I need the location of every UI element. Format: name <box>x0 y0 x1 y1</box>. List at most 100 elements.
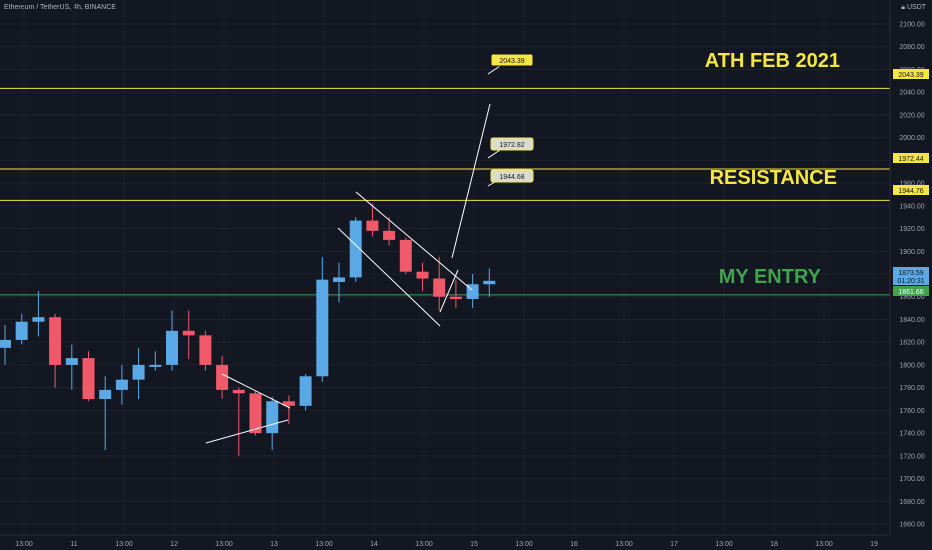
candle-body <box>182 330 195 336</box>
candle-body <box>166 330 178 365</box>
candle <box>416 262 429 292</box>
y-tick-label: 1660.00 <box>899 522 924 529</box>
callout-res2[interactable]: 1944.68 <box>490 169 534 183</box>
candle <box>483 268 496 297</box>
candle <box>149 351 162 371</box>
tag-current-price: 1873.59 <box>898 270 923 277</box>
x-tick-label: 13:00 <box>815 541 833 548</box>
entry-label[interactable]: MY ENTRY <box>719 266 822 288</box>
candle-body <box>383 230 396 240</box>
channel-lower-line <box>337 227 441 327</box>
candle-body <box>483 280 496 285</box>
tag-countdown: 01:20:31 <box>897 278 924 285</box>
x-tick-label: 13:00 <box>415 541 433 548</box>
currency-label[interactable]: 🔒︎ USDT <box>901 4 926 12</box>
y-tick-label: 1780.00 <box>899 385 924 392</box>
y-tick-label: 2000.00 <box>899 135 924 142</box>
tag-ath: 2043.39 <box>893 69 929 79</box>
x-tick-label: 13:00 <box>315 541 333 548</box>
y-tick-label: 1900.00 <box>899 249 924 256</box>
y-tick-label: 2080.00 <box>899 44 924 51</box>
x-tick-label: 13:00 <box>215 541 233 548</box>
x-tick-label: 13:00 <box>15 541 33 548</box>
tag-res1: 1972.44 <box>893 153 929 163</box>
callout-ath-text: 2043.39 <box>499 58 524 65</box>
candle-body <box>115 379 128 390</box>
breakout-line-low <box>439 269 459 313</box>
currency-text: USDT <box>906 4 926 11</box>
y-tick-label: 1860.00 <box>899 294 924 301</box>
candle <box>166 310 178 371</box>
triangle-lower-line <box>205 419 289 444</box>
x-tick-label: 12 <box>170 541 178 548</box>
candle <box>333 262 345 303</box>
y-tick-label: 1740.00 <box>899 431 924 438</box>
x-tick-label: 19 <box>870 541 878 548</box>
drawing-lines[interactable] <box>205 65 501 444</box>
tag-res2: 1944.76 <box>893 185 929 195</box>
candle <box>199 330 212 371</box>
x-tick-label: 14 <box>370 541 378 548</box>
candle-body <box>333 277 345 282</box>
callout-res2-text: 1944.68 <box>499 174 524 181</box>
candle-body <box>149 364 162 367</box>
y-tick-label: 1940.00 <box>899 203 924 210</box>
callout-res1-text: 1972.82 <box>499 142 524 149</box>
y-tick-label: 2020.00 <box>899 112 924 119</box>
svg-text:2043.39: 2043.39 <box>898 72 923 79</box>
candle-body <box>15 321 28 340</box>
candle-body <box>449 296 462 299</box>
candle-body <box>82 358 95 399</box>
candle <box>249 391 262 436</box>
candle <box>433 256 446 311</box>
time-axis[interactable]: 13:00 11 13:00 12 13:00 13 13:00 14 13:00 15 13:00… <box>15 541 878 548</box>
x-tick-label: 13:00 <box>615 541 633 548</box>
candle <box>132 347 145 399</box>
svg-text:1972.44: 1972.44 <box>898 156 923 163</box>
price-tags: 2043.39 1972.44 1944.76 1873.59 01:20:31… <box>893 69 929 296</box>
x-tick-label: 18 <box>770 541 778 548</box>
candle-body <box>433 278 446 297</box>
x-tick-label: 13:00 <box>115 541 133 548</box>
y-tick-label: 1800.00 <box>899 362 924 369</box>
callout-ath[interactable]: 2043.39 <box>490 53 534 67</box>
candle <box>15 313 28 345</box>
callout-pointer-2 <box>487 149 501 159</box>
ath-label[interactable]: ATH FEB 2021 <box>705 50 840 72</box>
breakout-line-high <box>451 103 491 259</box>
candle <box>82 351 95 402</box>
candle <box>0 325 11 365</box>
symbol-header[interactable]: Ethereum / TetherUS, 4h, BINANCE <box>4 4 116 11</box>
grid-lines <box>0 0 890 535</box>
y-tick-label: 1840.00 <box>899 317 924 324</box>
x-tick-label: 13:00 <box>515 541 533 548</box>
svg-text:1944.76: 1944.76 <box>898 188 923 195</box>
callout-res1[interactable]: 1972.82 <box>490 137 534 151</box>
candle-body <box>216 364 229 390</box>
candle-body <box>366 220 379 231</box>
candle <box>49 313 62 388</box>
horizontal-levels <box>0 87 890 296</box>
y-tick-label: 2100.00 <box>899 22 924 29</box>
candle <box>399 237 412 274</box>
candle-body <box>132 364 145 380</box>
candle <box>182 310 195 360</box>
y-tick-label: 1720.00 <box>899 453 924 460</box>
candle <box>366 203 379 237</box>
candle-body <box>232 389 245 394</box>
candle <box>316 256 329 382</box>
resistance-label[interactable]: RESISTANCE <box>710 167 837 189</box>
candle-body <box>49 317 62 365</box>
y-tick-label: 1680.00 <box>899 499 924 506</box>
x-tick-label: 13:00 <box>715 541 733 548</box>
candle-body <box>282 401 295 406</box>
candlesticks <box>0 203 496 456</box>
svg-text:1861.66: 1861.66 <box>898 289 923 296</box>
candle <box>32 291 45 337</box>
candle-body <box>199 335 212 365</box>
y-tick-label: 1920.00 <box>899 226 924 233</box>
candle <box>232 387 245 456</box>
candle <box>115 364 128 405</box>
y-tick-label: 1700.00 <box>899 476 924 483</box>
